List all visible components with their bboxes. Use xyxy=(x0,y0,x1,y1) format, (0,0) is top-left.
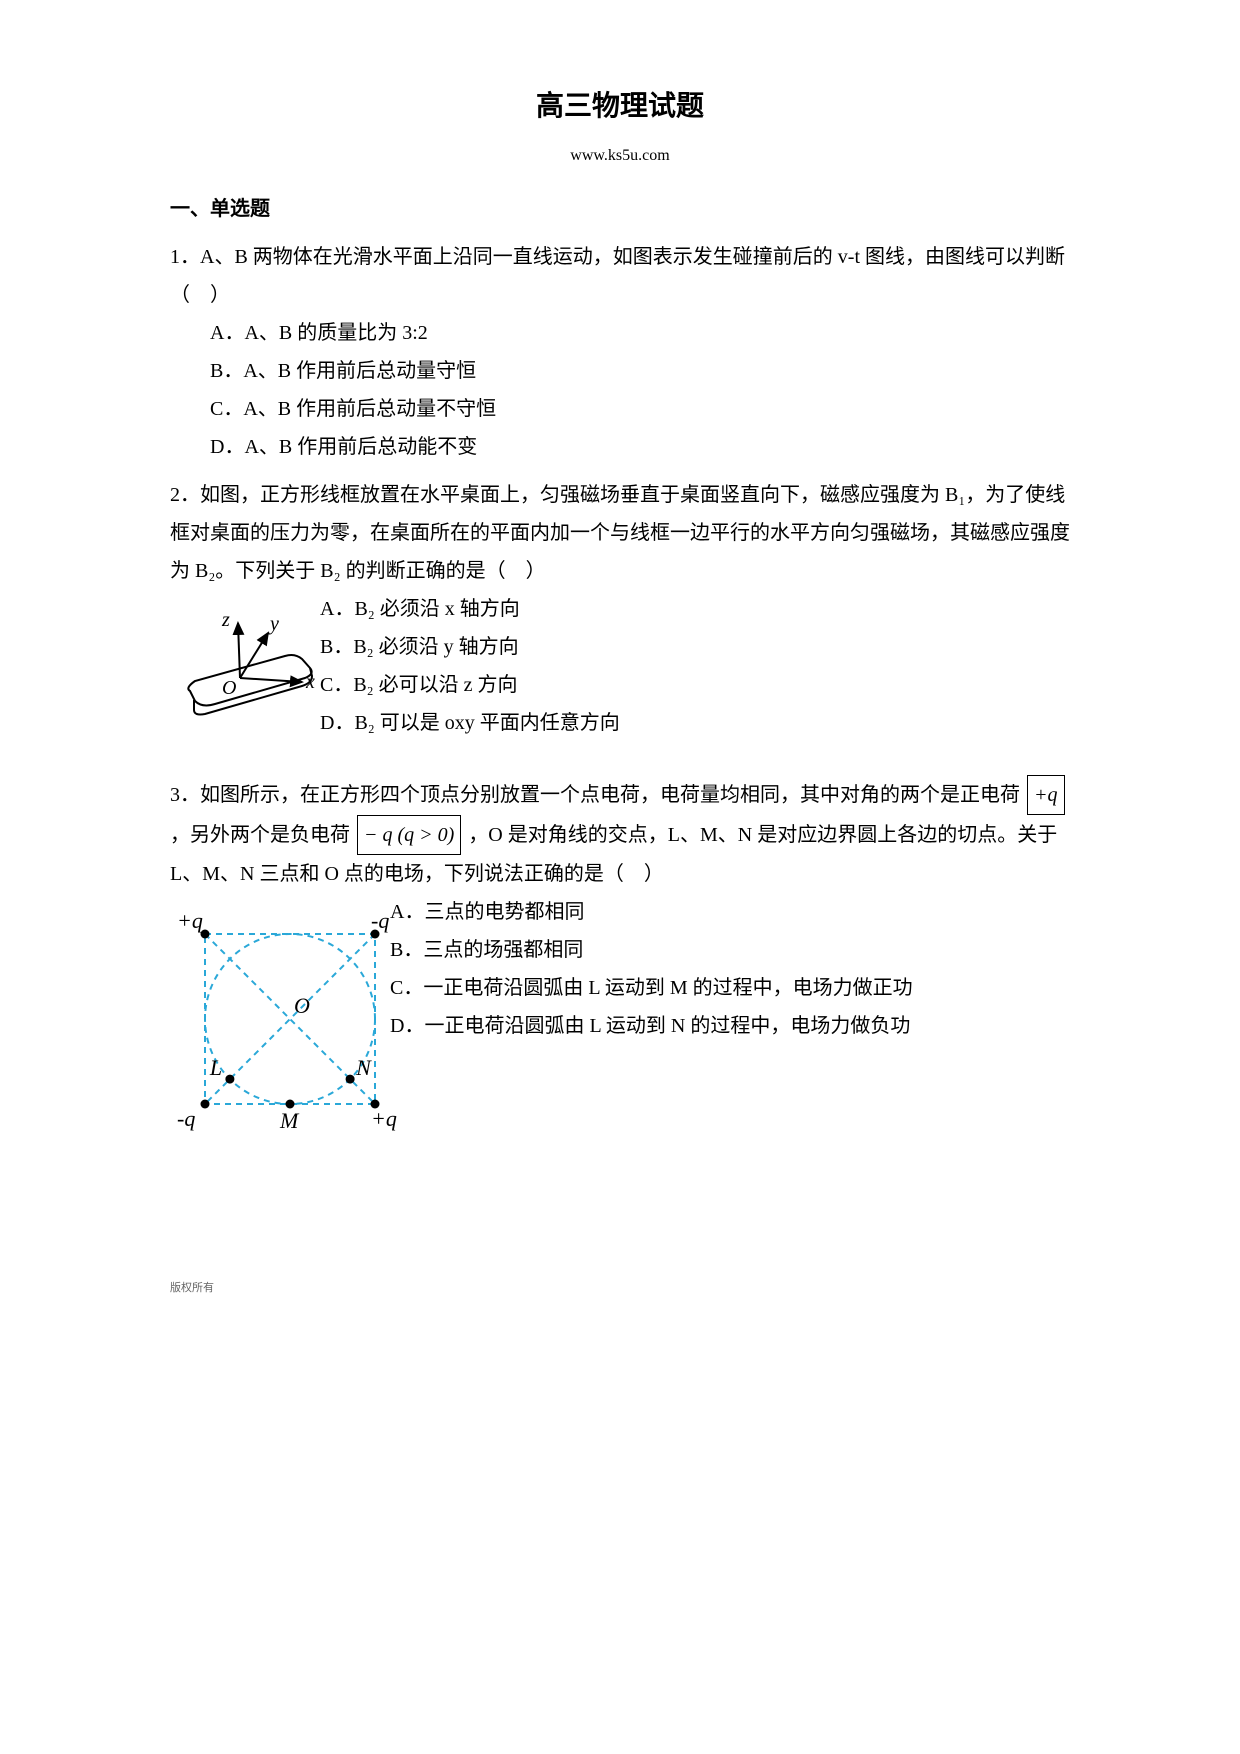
figure-square-charges: +q -q -q +q L N M O xyxy=(170,899,400,1152)
q1-option-a: A．A、B 的质量比为 3:2 xyxy=(210,314,1070,352)
q3-stem-a: 3．如图所示，在正方形四个顶点分别放置一个点电荷，电荷量均相同，其中对角的两个是… xyxy=(170,784,1020,806)
q2-option-d: D．B₂ 可以是 oxy 平面内任意方向 xyxy=(210,704,1070,742)
question-1: 1．A、B 两物体在光滑水平面上沿同一直线运动，如图表示发生碰撞前后的 v-t … xyxy=(170,238,1070,466)
q2-option-b: B．B₂ 必须沿 y 轴方向 xyxy=(210,628,1070,666)
svg-text:+q: +q xyxy=(371,1106,397,1131)
svg-text:M: M xyxy=(279,1108,300,1133)
svg-text:y: y xyxy=(268,613,279,635)
question-3: 3．如图所示，在正方形四个顶点分别放置一个点电荷，电荷量均相同，其中对角的两个是… xyxy=(170,775,1070,1158)
q2-stem: 2．如图，正方形线框放置在水平桌面上，匀强磁场垂直于桌面竖直向下，磁感应强度为 … xyxy=(170,476,1070,590)
question-2: 2．如图，正方形线框放置在水平桌面上，匀强磁场垂直于桌面竖直向下，磁感应强度为 … xyxy=(170,476,1070,765)
page-footer: 版权所有 xyxy=(170,1278,1070,1299)
site-url: www.ks5u.com xyxy=(170,141,1070,171)
svg-text:-q: -q xyxy=(371,908,389,933)
svg-text:L: L xyxy=(209,1055,222,1080)
figure-axes: x y z O xyxy=(170,596,330,759)
svg-text:O: O xyxy=(294,993,310,1018)
q2-option-c: C．B₂ 必可以沿 z 方向 xyxy=(210,666,1070,704)
q1-option-d: D．A、B 作用前后总动能不变 xyxy=(210,428,1070,466)
q3-stem-b: ，另外两个是负电荷 xyxy=(170,824,350,846)
q3-stem: 3．如图所示，在正方形四个顶点分别放置一个点电荷，电荷量均相同，其中对角的两个是… xyxy=(170,775,1070,893)
inline-plus-q: +q xyxy=(1027,775,1065,815)
q1-option-c: C．A、B 作用前后总动量不守恒 xyxy=(210,390,1070,428)
svg-text:O: O xyxy=(222,677,236,699)
q1-stem: 1．A、B 两物体在光滑水平面上沿同一直线运动，如图表示发生碰撞前后的 v-t … xyxy=(170,238,1070,314)
q2-option-a: A．B₂ 必须沿 x 轴方向 xyxy=(210,590,1070,628)
q2-stem-a: 2．如图，正方形线框放置在水平桌面上，匀强磁场垂直于桌面竖直向下，磁感应强度为 xyxy=(170,484,940,506)
svg-text:+q: +q xyxy=(177,908,203,933)
q1-option-b: B．A、B 作用前后总动量守恒 xyxy=(210,352,1070,390)
svg-text:z: z xyxy=(221,609,230,631)
svg-text:-q: -q xyxy=(177,1106,195,1131)
svg-text:x: x xyxy=(305,671,315,693)
svg-text:N: N xyxy=(355,1055,372,1080)
section-heading: 一、单选题 xyxy=(170,190,1070,228)
inline-minus-q: − q (q > 0) xyxy=(357,815,461,855)
exam-title: 高三物理试题 xyxy=(170,80,1070,133)
